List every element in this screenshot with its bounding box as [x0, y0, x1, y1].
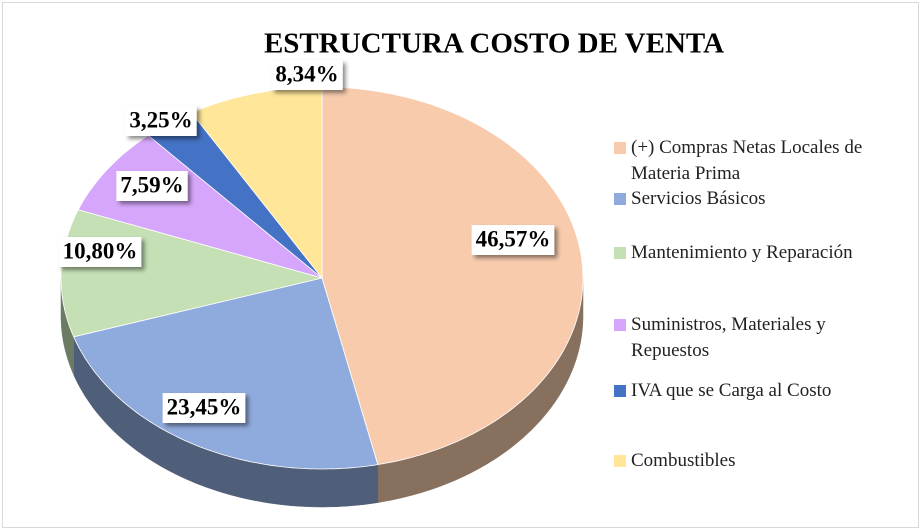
legend-label: Combustibles	[631, 450, 736, 471]
data-label: 8,34%	[271, 60, 343, 90]
data-label-text: 23,45%	[167, 394, 242, 419]
legend-label: Mantenimiento y Reparación	[631, 242, 853, 263]
legend-label: (+) Compras Netas Locales de Materia Pri…	[631, 137, 863, 184]
legend-label: Suministros, Materiales y Repuestos	[631, 314, 826, 361]
data-label: 23,45%	[162, 393, 246, 423]
data-label-box	[471, 225, 555, 255]
data-label-text: 7,59%	[120, 172, 183, 197]
data-label-box	[162, 393, 246, 423]
legend-swatch	[614, 193, 626, 205]
legend-label: IVA que se Carga al Costo	[631, 380, 832, 401]
pie-slice	[73, 277, 379, 470]
data-label-text: 46,57%	[476, 226, 551, 251]
data-label: 10,80%	[58, 237, 142, 267]
data-label-box	[116, 171, 188, 201]
legend-label: Servicios Básicos	[631, 188, 766, 209]
legend-swatch	[614, 385, 626, 397]
data-labels: 46,57% 23,45% 10,80% 7,59% 3,25% 8,34%	[58, 60, 555, 423]
data-label-box	[271, 60, 343, 90]
legend-swatch	[614, 319, 626, 331]
pie-sides	[60, 278, 584, 508]
pie-slice	[321, 86, 584, 466]
chart-title: ESTRUCTURA COSTO DE VENTA	[264, 28, 724, 60]
legend-swatch	[614, 142, 626, 154]
data-label-text: 3,25%	[129, 107, 192, 132]
data-label: 46,57%	[471, 225, 555, 255]
data-label-text: 8,34%	[275, 61, 338, 86]
data-label: 3,25%	[125, 106, 197, 136]
data-label-text: 10,80%	[63, 238, 138, 263]
data-label-box	[125, 106, 197, 136]
legend-swatch	[614, 247, 626, 259]
data-label-box	[58, 237, 142, 267]
data-label: 7,59%	[116, 171, 188, 201]
legend-swatch	[614, 455, 626, 467]
pie-tops	[60, 86, 584, 470]
